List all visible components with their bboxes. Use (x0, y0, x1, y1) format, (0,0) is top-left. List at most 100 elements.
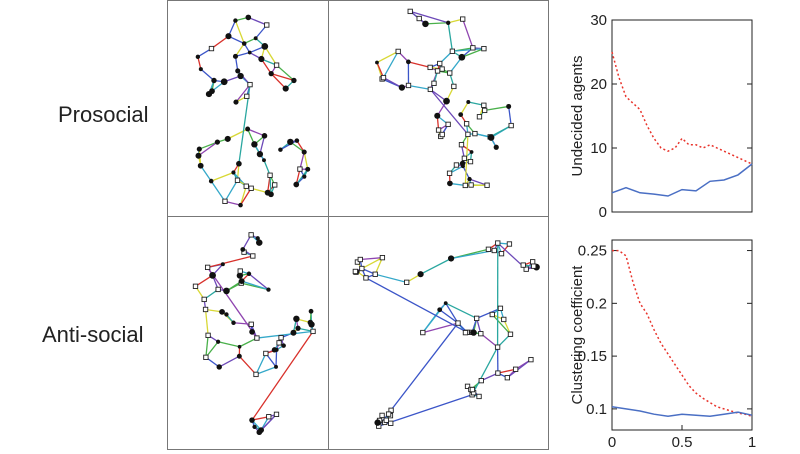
network-node (463, 330, 467, 334)
network-node (381, 75, 385, 79)
network-node (509, 123, 513, 127)
network-node (216, 287, 220, 291)
network-node (225, 33, 231, 39)
network-node (224, 312, 228, 316)
network-node (268, 191, 274, 197)
network-node (249, 233, 253, 237)
network-node (466, 132, 470, 136)
network-node (235, 68, 240, 73)
network-edge (248, 17, 266, 25)
network-node (251, 254, 255, 258)
network-edge (463, 19, 473, 48)
network-node (458, 112, 463, 117)
network-node (470, 150, 474, 154)
network-node (295, 138, 300, 143)
network-node (247, 272, 251, 276)
network-edge (485, 106, 509, 110)
network-node (240, 247, 245, 252)
network-node (279, 336, 283, 340)
network-node (421, 330, 425, 334)
network-node (257, 151, 263, 157)
network-node (448, 255, 454, 261)
network-edge (211, 181, 225, 201)
network-node (302, 149, 307, 154)
network-node (417, 16, 421, 20)
row-label-anti-social: Anti-social (42, 322, 143, 348)
network-node (494, 145, 499, 150)
network-node (255, 336, 259, 340)
plot-frame (612, 20, 752, 212)
network-node (440, 132, 444, 136)
network-edge (218, 342, 239, 347)
network-node (353, 269, 357, 273)
network-node (237, 73, 243, 79)
network-edge (225, 180, 238, 201)
network-node (196, 55, 200, 59)
network-node (454, 163, 458, 167)
network-node (358, 257, 362, 261)
network-node (374, 419, 380, 425)
network-node (283, 85, 289, 91)
network-node (293, 316, 299, 322)
y-tick-label: 0 (599, 204, 607, 221)
network-node (252, 425, 256, 429)
network-node (375, 61, 379, 65)
network-node (269, 71, 274, 76)
network-node (278, 147, 282, 151)
network-node (435, 69, 439, 73)
network-node (462, 156, 466, 160)
network-node (233, 18, 237, 22)
network-node (470, 329, 476, 335)
network-node (249, 322, 253, 326)
network-node (502, 317, 506, 321)
network-edge (410, 11, 448, 22)
network-node (473, 131, 477, 135)
network-node (311, 329, 315, 333)
network-node (290, 330, 296, 336)
network-node (380, 413, 384, 417)
network-node (261, 43, 268, 50)
network-edge (507, 360, 531, 378)
network-node (199, 67, 203, 71)
network-node (521, 263, 525, 267)
network-node (495, 345, 499, 349)
network-edge (421, 258, 451, 274)
network-node (530, 260, 534, 264)
network-edge (234, 323, 252, 325)
network-node (508, 332, 512, 336)
network-node (461, 17, 465, 21)
y-tick-label: 0.25 (578, 243, 607, 260)
network-node (203, 307, 207, 311)
network-node (364, 276, 368, 280)
network-node (482, 108, 486, 112)
network-node (477, 115, 481, 119)
network-node (235, 178, 239, 182)
network-edge (241, 186, 247, 205)
network-node (254, 372, 258, 376)
network-node (428, 65, 432, 69)
network-node (298, 167, 302, 171)
network-node (444, 301, 448, 305)
network-node (264, 351, 268, 355)
network-node (238, 269, 242, 273)
network-node (436, 128, 440, 132)
network-node (467, 177, 471, 181)
y-tick-label: 0.2 (586, 295, 607, 312)
network-node (254, 36, 258, 40)
y-axis-label: Undecided agents (569, 56, 586, 177)
network-edge (211, 172, 233, 181)
network-node (406, 60, 411, 65)
network-node (244, 184, 248, 188)
network-node (267, 415, 271, 419)
network-edge (208, 267, 257, 338)
network-edge (228, 129, 248, 139)
network-node (242, 41, 247, 46)
network-node (266, 287, 270, 291)
network-node (238, 345, 242, 349)
network-edge (409, 85, 431, 89)
network-node (198, 163, 204, 169)
x-tick-label: 0.5 (672, 434, 693, 450)
network-node (496, 241, 500, 245)
network-node (197, 147, 202, 152)
